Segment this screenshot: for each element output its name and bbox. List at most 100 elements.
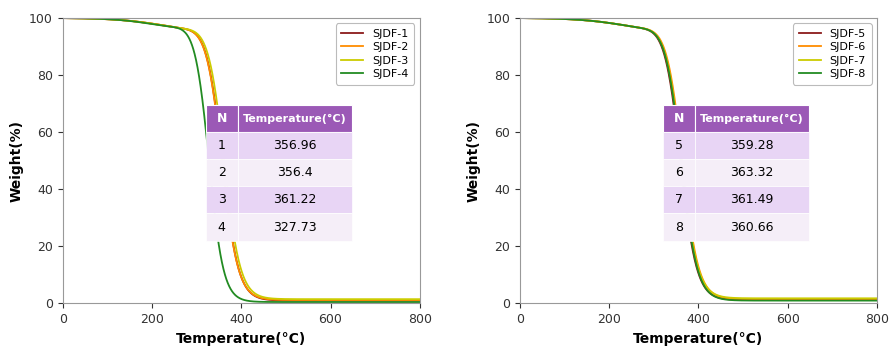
Y-axis label: Weight(%): Weight(%) xyxy=(10,120,23,202)
SJDF-1 xyxy=(98,17,109,21)
Text: 2: 2 xyxy=(217,166,225,179)
SJDF-5 xyxy=(514,16,525,20)
Line: SJDF-7: SJDF-7 xyxy=(519,18,876,298)
SJDF-8 xyxy=(825,298,836,303)
SJDF-2 xyxy=(98,17,109,21)
SJDF-1 xyxy=(407,298,417,303)
SJDF-4 xyxy=(414,300,425,304)
SJDF-6 xyxy=(554,17,565,21)
Text: 356.4: 356.4 xyxy=(277,166,312,179)
Text: 8: 8 xyxy=(674,221,682,233)
SJDF-5 xyxy=(864,298,874,302)
SJDF-3 xyxy=(57,16,68,20)
Text: 6: 6 xyxy=(674,166,682,179)
Text: 1: 1 xyxy=(217,139,225,152)
Bar xyxy=(694,186,808,213)
Line: SJDF-5: SJDF-5 xyxy=(519,18,876,300)
SJDF-3 xyxy=(194,34,205,39)
Text: 363.32: 363.32 xyxy=(730,166,773,179)
SJDF-2 xyxy=(209,103,220,107)
Text: N: N xyxy=(216,112,226,125)
SJDF-5 xyxy=(825,298,836,302)
SJDF-2 xyxy=(57,16,68,20)
Line: SJDF-1: SJDF-1 xyxy=(63,18,419,301)
SJDF-6 xyxy=(871,297,881,301)
SJDF-8 xyxy=(871,298,881,303)
SJDF-1 xyxy=(414,298,425,303)
Line: SJDF-4: SJDF-4 xyxy=(63,18,419,302)
SJDF-5 xyxy=(651,35,662,39)
SJDF-3 xyxy=(407,297,417,301)
Bar xyxy=(662,213,694,241)
Legend: SJDF-1, SJDF-2, SJDF-3, SJDF-4: SJDF-1, SJDF-2, SJDF-3, SJDF-4 xyxy=(335,24,414,85)
SJDF-8 xyxy=(666,90,677,94)
SJDF-6 xyxy=(864,297,874,301)
SJDF-2 xyxy=(194,37,205,41)
SJDF-7 xyxy=(825,296,836,301)
SJDF-3 xyxy=(98,17,109,21)
SJDF-4 xyxy=(98,17,109,21)
SJDF-4 xyxy=(119,18,130,22)
SJDF-1 xyxy=(57,16,68,20)
SJDF-7 xyxy=(514,16,525,20)
SJDF-5 xyxy=(554,17,565,21)
SJDF-3 xyxy=(414,297,425,301)
SJDF-6 xyxy=(514,16,525,20)
Text: 361.49: 361.49 xyxy=(730,193,773,206)
Text: 327.73: 327.73 xyxy=(273,221,316,233)
SJDF-4 xyxy=(407,300,417,304)
Line: SJDF-6: SJDF-6 xyxy=(519,18,876,299)
Text: 3: 3 xyxy=(217,193,225,206)
SJDF-8 xyxy=(514,16,525,20)
Text: 360.66: 360.66 xyxy=(730,221,773,233)
Bar xyxy=(694,105,808,132)
Bar xyxy=(694,159,808,186)
Bar xyxy=(662,105,694,132)
X-axis label: Temperature(°C): Temperature(°C) xyxy=(176,332,306,346)
Bar xyxy=(238,186,351,213)
SJDF-5 xyxy=(666,94,677,98)
SJDF-7 xyxy=(576,18,586,22)
SJDF-6 xyxy=(666,82,677,86)
SJDF-7 xyxy=(864,296,874,301)
SJDF-1 xyxy=(119,18,130,22)
Line: SJDF-3: SJDF-3 xyxy=(63,18,419,299)
SJDF-3 xyxy=(119,18,130,22)
SJDF-7 xyxy=(554,17,565,21)
SJDF-2 xyxy=(407,298,417,302)
Bar xyxy=(206,213,238,241)
Text: N: N xyxy=(673,112,683,125)
Text: 5: 5 xyxy=(674,139,682,152)
Legend: SJDF-5, SJDF-6, SJDF-7, SJDF-8: SJDF-5, SJDF-6, SJDF-7, SJDF-8 xyxy=(792,24,871,85)
SJDF-3 xyxy=(368,297,379,301)
SJDF-8 xyxy=(576,18,586,22)
Text: 7: 7 xyxy=(674,193,682,206)
SJDF-7 xyxy=(651,34,662,38)
SJDF-8 xyxy=(651,34,662,39)
SJDF-6 xyxy=(576,18,586,22)
Line: SJDF-2: SJDF-2 xyxy=(63,18,419,300)
X-axis label: Temperature(°C): Temperature(°C) xyxy=(633,332,763,346)
Text: Temperature(°C): Temperature(°C) xyxy=(699,114,803,124)
SJDF-4 xyxy=(368,300,379,304)
Bar xyxy=(238,213,351,241)
SJDF-1 xyxy=(209,101,220,105)
Text: Temperature(°C): Temperature(°C) xyxy=(242,114,346,124)
Text: 4: 4 xyxy=(217,221,225,233)
SJDF-8 xyxy=(554,17,565,21)
Bar xyxy=(238,159,351,186)
Bar xyxy=(694,213,808,241)
Bar xyxy=(206,105,238,132)
Bar xyxy=(206,159,238,186)
Bar xyxy=(662,186,694,213)
SJDF-4 xyxy=(194,78,205,82)
Bar xyxy=(206,186,238,213)
Bar xyxy=(238,105,351,132)
SJDF-2 xyxy=(368,298,379,302)
Bar xyxy=(206,132,238,159)
SJDF-6 xyxy=(825,297,836,301)
SJDF-1 xyxy=(194,37,205,41)
SJDF-2 xyxy=(119,18,130,22)
Text: 361.22: 361.22 xyxy=(273,193,316,206)
Y-axis label: Weight(%): Weight(%) xyxy=(466,120,480,202)
